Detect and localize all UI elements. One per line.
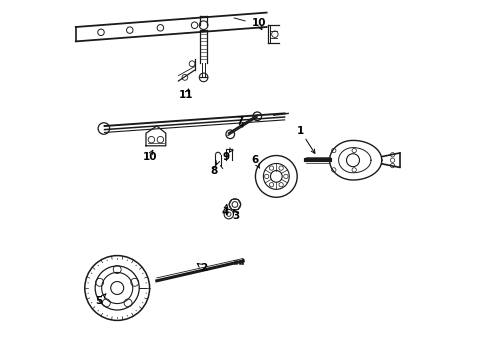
- Text: 4: 4: [221, 207, 229, 217]
- Text: 11: 11: [178, 90, 193, 100]
- Text: 3: 3: [232, 211, 240, 221]
- Text: 2: 2: [200, 263, 207, 273]
- Text: 6: 6: [251, 155, 259, 165]
- Text: 10: 10: [143, 152, 157, 162]
- Text: 5: 5: [96, 296, 103, 306]
- Text: 8: 8: [211, 166, 218, 176]
- Text: 7: 7: [236, 116, 244, 126]
- Text: 10: 10: [251, 18, 266, 28]
- Text: 9: 9: [223, 152, 230, 162]
- Text: 1: 1: [297, 126, 304, 136]
